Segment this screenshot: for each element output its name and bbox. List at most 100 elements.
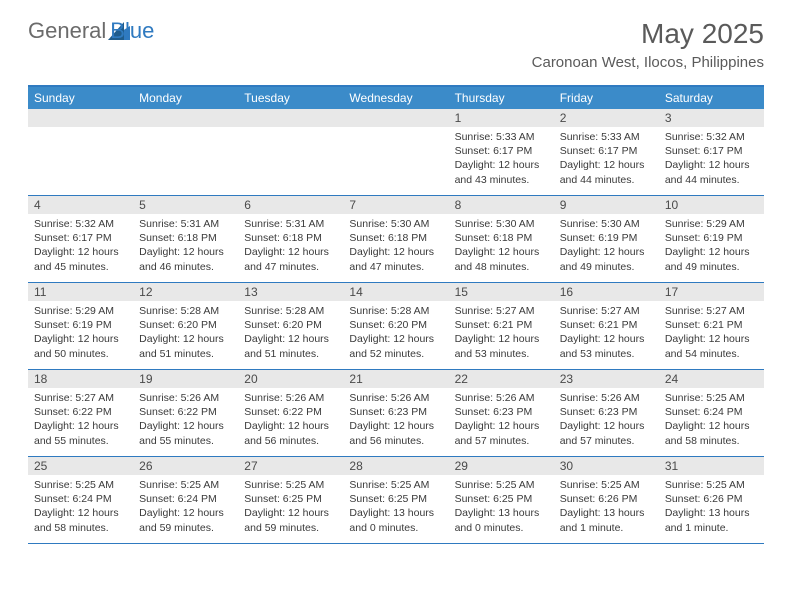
sunrise-text: Sunrise: 5:31 AM [139, 217, 232, 231]
cell-body: Sunrise: 5:30 AMSunset: 6:19 PMDaylight:… [554, 214, 659, 280]
daylight-text: Daylight: 13 hours and 0 minutes. [455, 506, 548, 534]
month-title: May 2025 [532, 18, 764, 50]
date-number: 20 [238, 370, 343, 388]
calendar-cell: 3Sunrise: 5:32 AMSunset: 6:17 PMDaylight… [659, 109, 764, 195]
date-number: 13 [238, 283, 343, 301]
date-number: 6 [238, 196, 343, 214]
sunrise-text: Sunrise: 5:30 AM [560, 217, 653, 231]
calendar-cell: 6Sunrise: 5:31 AMSunset: 6:18 PMDaylight… [238, 196, 343, 282]
cell-body [28, 127, 133, 136]
daylight-text: Daylight: 12 hours and 56 minutes. [244, 419, 337, 447]
date-number [133, 109, 238, 127]
sunrise-text: Sunrise: 5:29 AM [34, 304, 127, 318]
date-number: 11 [28, 283, 133, 301]
date-number: 19 [133, 370, 238, 388]
calendar-cell: 27Sunrise: 5:25 AMSunset: 6:25 PMDayligh… [238, 457, 343, 543]
sunrise-text: Sunrise: 5:29 AM [665, 217, 758, 231]
cell-body: Sunrise: 5:26 AMSunset: 6:23 PMDaylight:… [449, 388, 554, 454]
calendar-cell: 13Sunrise: 5:28 AMSunset: 6:20 PMDayligh… [238, 283, 343, 369]
date-number: 1 [449, 109, 554, 127]
sunset-text: Sunset: 6:22 PM [139, 405, 232, 419]
date-number: 29 [449, 457, 554, 475]
cell-body: Sunrise: 5:30 AMSunset: 6:18 PMDaylight:… [343, 214, 448, 280]
calendar-cell: 22Sunrise: 5:26 AMSunset: 6:23 PMDayligh… [449, 370, 554, 456]
sunrise-text: Sunrise: 5:25 AM [665, 391, 758, 405]
calendar-cell: 18Sunrise: 5:27 AMSunset: 6:22 PMDayligh… [28, 370, 133, 456]
sunset-text: Sunset: 6:24 PM [665, 405, 758, 419]
calendar-cell: 24Sunrise: 5:25 AMSunset: 6:24 PMDayligh… [659, 370, 764, 456]
daylight-text: Daylight: 12 hours and 56 minutes. [349, 419, 442, 447]
daylight-text: Daylight: 12 hours and 47 minutes. [349, 245, 442, 273]
daylight-text: Daylight: 12 hours and 43 minutes. [455, 158, 548, 186]
cell-body: Sunrise: 5:27 AMSunset: 6:21 PMDaylight:… [554, 301, 659, 367]
cell-body: Sunrise: 5:25 AMSunset: 6:24 PMDaylight:… [659, 388, 764, 454]
sunrise-text: Sunrise: 5:25 AM [139, 478, 232, 492]
sunset-text: Sunset: 6:17 PM [455, 144, 548, 158]
daylight-text: Daylight: 12 hours and 59 minutes. [244, 506, 337, 534]
sunrise-text: Sunrise: 5:25 AM [455, 478, 548, 492]
daylight-text: Daylight: 12 hours and 58 minutes. [34, 506, 127, 534]
calendar-cell: 31Sunrise: 5:25 AMSunset: 6:26 PMDayligh… [659, 457, 764, 543]
cell-body: Sunrise: 5:25 AMSunset: 6:26 PMDaylight:… [554, 475, 659, 541]
sunrise-text: Sunrise: 5:33 AM [455, 130, 548, 144]
calendar-cell: 5Sunrise: 5:31 AMSunset: 6:18 PMDaylight… [133, 196, 238, 282]
day-name: Monday [133, 87, 238, 109]
daylight-text: Daylight: 12 hours and 59 minutes. [139, 506, 232, 534]
sunrise-text: Sunrise: 5:32 AM [665, 130, 758, 144]
date-number: 23 [554, 370, 659, 388]
weeks-container: 1Sunrise: 5:33 AMSunset: 6:17 PMDaylight… [28, 109, 764, 544]
daylight-text: Daylight: 12 hours and 57 minutes. [455, 419, 548, 447]
location: Caronoan West, Ilocos, Philippines [532, 54, 764, 71]
sunset-text: Sunset: 6:23 PM [455, 405, 548, 419]
date-number: 5 [133, 196, 238, 214]
week-row: 18Sunrise: 5:27 AMSunset: 6:22 PMDayligh… [28, 370, 764, 457]
calendar: Sunday Monday Tuesday Wednesday Thursday… [28, 85, 764, 544]
date-number: 17 [659, 283, 764, 301]
calendar-cell: 26Sunrise: 5:25 AMSunset: 6:24 PMDayligh… [133, 457, 238, 543]
cell-body: Sunrise: 5:32 AMSunset: 6:17 PMDaylight:… [659, 127, 764, 193]
sunset-text: Sunset: 6:25 PM [455, 492, 548, 506]
calendar-cell: 4Sunrise: 5:32 AMSunset: 6:17 PMDaylight… [28, 196, 133, 282]
sunrise-text: Sunrise: 5:27 AM [455, 304, 548, 318]
sunrise-text: Sunrise: 5:27 AM [665, 304, 758, 318]
day-name: Wednesday [343, 87, 448, 109]
sunrise-text: Sunrise: 5:26 AM [349, 391, 442, 405]
sunrise-text: Sunrise: 5:25 AM [244, 478, 337, 492]
date-number: 7 [343, 196, 448, 214]
cell-body: Sunrise: 5:26 AMSunset: 6:22 PMDaylight:… [238, 388, 343, 454]
cell-body: Sunrise: 5:28 AMSunset: 6:20 PMDaylight:… [238, 301, 343, 367]
day-name: Sunday [28, 87, 133, 109]
date-number: 25 [28, 457, 133, 475]
week-row: 25Sunrise: 5:25 AMSunset: 6:24 PMDayligh… [28, 457, 764, 544]
calendar-cell: 20Sunrise: 5:26 AMSunset: 6:22 PMDayligh… [238, 370, 343, 456]
date-number: 15 [449, 283, 554, 301]
sunset-text: Sunset: 6:17 PM [665, 144, 758, 158]
daylight-text: Daylight: 12 hours and 54 minutes. [665, 332, 758, 360]
week-row: 11Sunrise: 5:29 AMSunset: 6:19 PMDayligh… [28, 283, 764, 370]
calendar-cell: 25Sunrise: 5:25 AMSunset: 6:24 PMDayligh… [28, 457, 133, 543]
calendar-cell: 7Sunrise: 5:30 AMSunset: 6:18 PMDaylight… [343, 196, 448, 282]
calendar-cell: 14Sunrise: 5:28 AMSunset: 6:20 PMDayligh… [343, 283, 448, 369]
sunset-text: Sunset: 6:19 PM [665, 231, 758, 245]
sunrise-text: Sunrise: 5:30 AM [349, 217, 442, 231]
date-number: 30 [554, 457, 659, 475]
sunrise-text: Sunrise: 5:26 AM [455, 391, 548, 405]
sunrise-text: Sunrise: 5:26 AM [139, 391, 232, 405]
daylight-text: Daylight: 12 hours and 53 minutes. [560, 332, 653, 360]
daylight-text: Daylight: 12 hours and 52 minutes. [349, 332, 442, 360]
calendar-cell: 8Sunrise: 5:30 AMSunset: 6:18 PMDaylight… [449, 196, 554, 282]
daylight-text: Daylight: 12 hours and 51 minutes. [139, 332, 232, 360]
sunrise-text: Sunrise: 5:25 AM [34, 478, 127, 492]
sunset-text: Sunset: 6:20 PM [349, 318, 442, 332]
daylight-text: Daylight: 12 hours and 53 minutes. [455, 332, 548, 360]
sunset-text: Sunset: 6:17 PM [34, 231, 127, 245]
cell-body: Sunrise: 5:29 AMSunset: 6:19 PMDaylight:… [659, 214, 764, 280]
sunset-text: Sunset: 6:17 PM [560, 144, 653, 158]
date-number: 8 [449, 196, 554, 214]
title-block: May 2025 Caronoan West, Ilocos, Philippi… [532, 18, 764, 71]
cell-body: Sunrise: 5:25 AMSunset: 6:24 PMDaylight:… [133, 475, 238, 541]
daylight-text: Daylight: 12 hours and 58 minutes. [665, 419, 758, 447]
daylight-text: Daylight: 12 hours and 49 minutes. [560, 245, 653, 273]
calendar-cell [343, 109, 448, 195]
sunrise-text: Sunrise: 5:32 AM [34, 217, 127, 231]
